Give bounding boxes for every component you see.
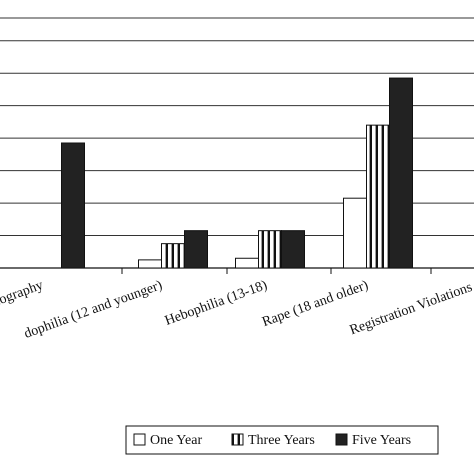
category-label-1: nography <box>0 278 45 310</box>
bar-4-three-years <box>366 124 390 269</box>
bar-4-one-year <box>343 197 367 269</box>
legend-label-three-years: Three Years <box>248 433 315 448</box>
legend-swatch-three-years <box>231 433 244 446</box>
legend-swatch-one-year <box>133 433 146 446</box>
bars <box>61 77 413 269</box>
legend-box <box>125 425 439 455</box>
bar-3-three-years <box>258 230 282 269</box>
legend-label-five-years: Five Years <box>352 433 411 448</box>
bar-3-five-years <box>281 230 305 269</box>
legend: One Year Three Years Five Years <box>125 425 439 455</box>
bar-3-one-year <box>235 257 259 269</box>
x-axis-ticks <box>121 268 432 274</box>
bar-1-five-years <box>61 142 85 269</box>
bar-4-five-years <box>389 77 413 269</box>
legend-label-one-year: One Year <box>150 433 202 448</box>
legend-swatch-five-years <box>335 433 348 446</box>
bar-2-three-years <box>161 243 185 269</box>
bar-2-five-years <box>184 230 208 269</box>
category-label-3: Hebophilia (13-18) <box>163 278 270 329</box>
bar-2-one-year <box>138 259 162 269</box>
